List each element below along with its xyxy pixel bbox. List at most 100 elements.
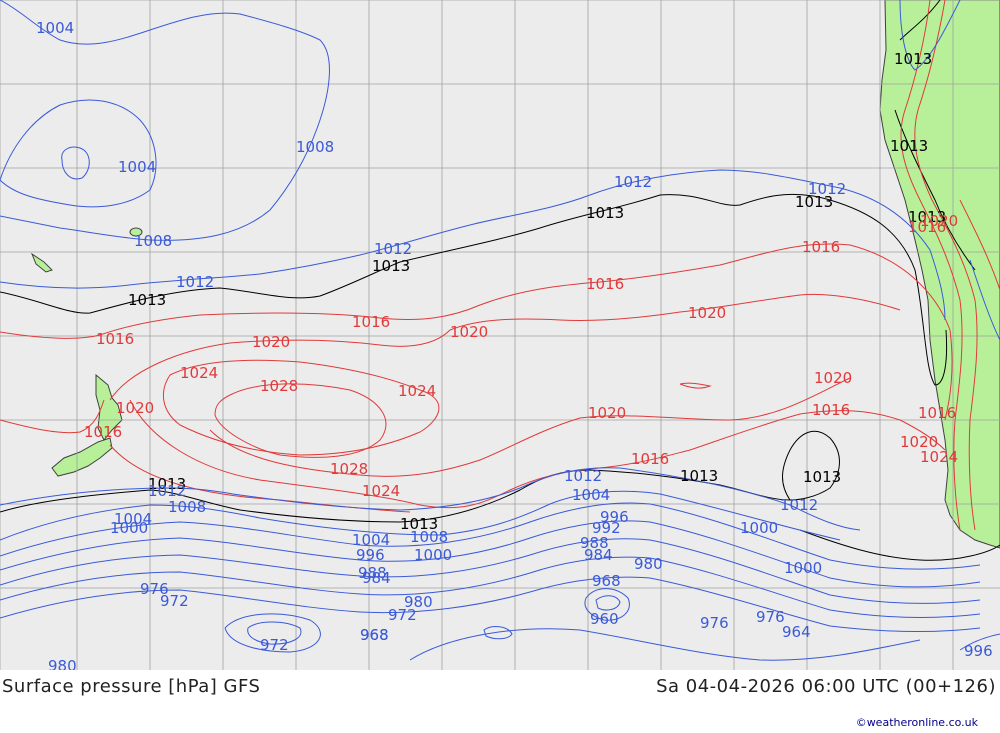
sea-background <box>0 0 1000 670</box>
isobar-high <box>900 0 963 531</box>
isobar-label: 1000 <box>110 519 148 537</box>
isobar-low <box>0 556 981 618</box>
isobar-label: 1016 <box>631 450 669 468</box>
isobar-label: 1013 <box>908 208 946 226</box>
isobar-high <box>679 382 712 389</box>
isobar-label: 1020 <box>920 212 958 230</box>
credit-link[interactable]: ©weatheronline.co.uk <box>855 716 978 729</box>
isobar-1013 <box>799 529 1000 561</box>
isobar-label: 968 <box>360 626 389 644</box>
isobar-label: 1013 <box>803 468 841 486</box>
isobar-label: 988 <box>358 564 387 582</box>
new-caledonia-island <box>30 252 53 273</box>
isobar-label: 988 <box>580 534 609 552</box>
isobar-label: 1004 <box>114 510 152 528</box>
isobar-1013 <box>0 193 948 386</box>
isobar-label: 964 <box>782 623 811 641</box>
isobar-label: 984 <box>362 569 391 587</box>
isobar-label: 1004 <box>118 158 156 176</box>
isobar-low <box>595 595 621 611</box>
isobar-label: 996 <box>964 642 993 660</box>
isobar-label: 1016 <box>96 330 134 348</box>
isobar-low <box>584 588 630 621</box>
isobar-label: 1013 <box>400 515 438 533</box>
fiji-island <box>129 227 143 237</box>
pressure-map: 1013 1013 1013 1013 1013 1013 1013 1013 1013 1013… <box>0 0 1000 670</box>
isobar-label: 1013 <box>128 291 166 309</box>
isobar-label: 996 <box>356 546 385 564</box>
isobar-1013 <box>0 430 840 523</box>
isobar-label: 968 <box>592 572 621 590</box>
isobar-label: 1016 <box>908 218 946 236</box>
south-america-land <box>879 0 1000 549</box>
isobar-label: 1012 <box>148 482 186 500</box>
map-title: Surface pressure [hPa] GFS <box>2 676 261 697</box>
isobar-label: 1000 <box>784 559 822 577</box>
isobar-low <box>483 626 513 640</box>
isobar-label: 1013 <box>890 137 928 155</box>
isobar-low <box>959 633 1000 651</box>
isobar-label: 972 <box>260 636 289 654</box>
isobar-label: 1004 <box>352 531 390 549</box>
isobar-high <box>214 383 387 458</box>
lat-lon-grid <box>0 0 1000 670</box>
isobar-label: 1020 <box>252 333 290 351</box>
isobars <box>0 0 1000 661</box>
isobar-label: 1024 <box>398 382 436 400</box>
map-timestamp: Sa 04-04-2026 06:00 UTC (00+126) <box>656 676 996 697</box>
isobar-low <box>0 467 861 531</box>
isobar-low <box>247 621 302 645</box>
isobar-label: 976 <box>140 580 169 598</box>
isobar-label: 1004 <box>36 19 74 37</box>
isobar-label: 976 <box>756 608 785 626</box>
isobar-label: 1016 <box>802 238 840 256</box>
isobar-label: 1008 <box>296 138 334 156</box>
isobar-high <box>914 0 978 531</box>
isobar-label: 996 <box>600 508 629 526</box>
isobar-label: 1000 <box>414 546 452 564</box>
isobar-label: 1020 <box>688 304 726 322</box>
isobar-label: 1012 <box>176 273 214 291</box>
isobar-label: 1008 <box>134 232 172 250</box>
isobar-high <box>109 293 901 401</box>
isobar-low <box>61 146 90 180</box>
isobar-label: 972 <box>160 592 189 610</box>
isobar-label: 1028 <box>260 377 298 395</box>
isobar-label: 1012 <box>780 496 818 514</box>
isobar-label: 984 <box>584 546 613 564</box>
isobar-label: 1016 <box>812 401 850 419</box>
isobar-label: 976 <box>700 614 729 632</box>
isobar-low <box>0 502 981 570</box>
new-zealand-north-island <box>95 373 123 441</box>
isobar-label: 992 <box>592 519 621 537</box>
isobar-label: 1012 <box>374 240 412 258</box>
isobar-label: 1004 <box>572 486 610 504</box>
isobar-label: 960 <box>590 610 619 628</box>
isobar-label: 1016 <box>352 313 390 331</box>
isobar-label: 980 <box>634 555 663 573</box>
isobar-label: 1008 <box>410 528 448 546</box>
isobar-label: 1028 <box>330 460 368 478</box>
isobar-label: 980 <box>404 593 433 611</box>
isobar-high <box>959 199 1000 291</box>
isobar-label: 968 <box>360 626 389 644</box>
isobar-label: 1016 <box>586 275 624 293</box>
isobar-label: 1020 <box>814 369 852 387</box>
isobar-label: 1008 <box>168 498 206 516</box>
isobar-low <box>0 0 330 241</box>
isobar-label: 1013 <box>894 50 932 68</box>
isobar-low <box>0 520 981 588</box>
isobar-low <box>0 99 157 208</box>
isobar-label: 1013 <box>795 193 833 211</box>
isobar-1013 <box>894 109 976 271</box>
isobar-label: 1020 <box>450 323 488 341</box>
isobar-label: 1013 <box>148 475 186 493</box>
isobar-high <box>0 399 105 434</box>
isobar-low <box>409 628 921 661</box>
isobar-label: 1016 <box>84 423 122 441</box>
isobar-label: 1024 <box>180 364 218 382</box>
isobar-low <box>899 0 961 71</box>
isobar-label: 1012 <box>808 180 846 198</box>
isobar-label: 1012 <box>614 173 652 191</box>
